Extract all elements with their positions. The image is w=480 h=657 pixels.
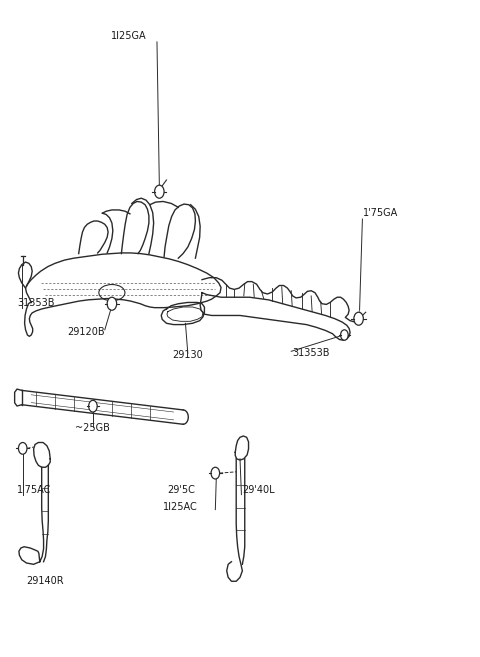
Text: 29'5C: 29'5C	[167, 485, 194, 495]
Circle shape	[18, 443, 27, 454]
Text: 1I25GA: 1I25GA	[111, 31, 146, 41]
Text: 31353B: 31353B	[17, 298, 55, 307]
Text: 29'40L: 29'40L	[242, 485, 275, 495]
Text: 1'75AC: 1'75AC	[17, 485, 51, 495]
Text: 1'75GA: 1'75GA	[363, 208, 398, 218]
Circle shape	[354, 312, 363, 325]
Circle shape	[211, 467, 219, 479]
Text: 31353B: 31353B	[292, 348, 330, 358]
Text: 1I25AC: 1I25AC	[163, 501, 198, 512]
Text: 29130: 29130	[172, 350, 203, 360]
Text: 29140R: 29140R	[27, 576, 64, 586]
Text: ~25GB: ~25GB	[74, 423, 109, 434]
Text: 29120B: 29120B	[67, 327, 105, 337]
Circle shape	[107, 297, 117, 310]
Circle shape	[89, 400, 97, 412]
Circle shape	[155, 185, 164, 198]
Circle shape	[341, 330, 348, 340]
